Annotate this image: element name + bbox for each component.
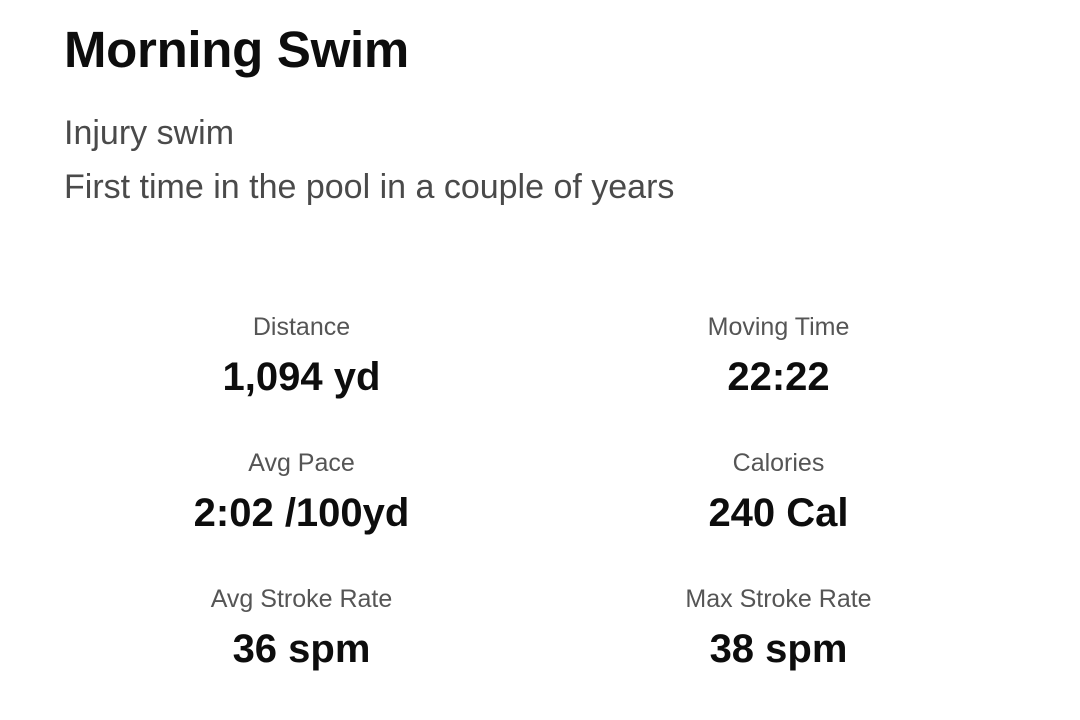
stat-label: Moving Time [707, 313, 850, 341]
stat-value: 1,094 yd [222, 355, 381, 399]
stat-label: Calories [732, 449, 825, 477]
stat-distance: Distance 1,094 yd [63, 307, 540, 443]
stat-moving-time: Moving Time 22:22 [540, 307, 1017, 443]
activity-description: Injury swim First time in the pool in a … [64, 106, 674, 214]
stat-value: 240 Cal [708, 491, 849, 535]
stat-label: Avg Pace [248, 449, 355, 477]
stat-value: 22:22 [727, 355, 830, 399]
stat-label: Max Stroke Rate [685, 585, 872, 613]
description-line: Injury swim [64, 114, 235, 152]
stat-calories: Calories 240 Cal [540, 443, 1017, 579]
stat-value: 2:02 /100yd [193, 491, 410, 535]
stat-avg-pace: Avg Pace 2:02 /100yd [63, 443, 540, 579]
stat-value: 38 spm [709, 627, 848, 671]
stat-label: Avg Stroke Rate [210, 585, 393, 613]
stat-avg-stroke-rate: Avg Stroke Rate 36 spm [63, 579, 540, 715]
description-line: First time in the pool in a couple of ye… [64, 168, 675, 206]
stats-grid: Distance 1,094 yd Moving Time 22:22 Avg … [63, 307, 1017, 715]
stat-label: Distance [252, 313, 351, 341]
stat-value: 36 spm [232, 627, 371, 671]
activity-title: Morning Swim [64, 21, 409, 78]
stat-max-stroke-rate: Max Stroke Rate 38 spm [540, 579, 1017, 715]
